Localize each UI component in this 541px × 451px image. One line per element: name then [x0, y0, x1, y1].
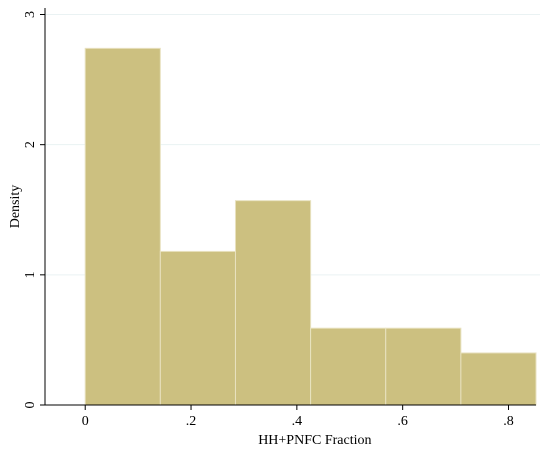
x-tick-label-.4: .4	[292, 414, 303, 429]
y-axis-ticks: 0 1 2 3	[23, 11, 45, 409]
x-tick-label-.8: .8	[503, 414, 514, 429]
y-tick-label-1: 1	[23, 271, 38, 278]
y-tick-label-3: 3	[23, 11, 38, 18]
histogram-bar-3	[234, 200, 312, 406]
axes	[44, 8, 536, 406]
x-axis-title: HH+PNFC Fraction	[258, 433, 371, 448]
x-tick-label-.6: .6	[397, 414, 408, 429]
histogram-bar-1	[84, 47, 161, 406]
y-tick-label-2: 2	[23, 141, 38, 148]
histogram-bar-2	[159, 250, 236, 406]
histogram-bars	[84, 47, 537, 406]
y-axis-title: Density	[8, 185, 23, 229]
x-tick-label-.2: .2	[186, 414, 197, 429]
histogram-bar-5	[385, 327, 462, 406]
y-tick-label-0: 0	[23, 402, 38, 409]
histogram-bar-4	[310, 327, 387, 406]
histogram-bar-6	[460, 352, 537, 406]
x-tick-label-0: 0	[82, 414, 89, 429]
x-axis-ticks: 0 .2 .4 .6 .8	[82, 405, 514, 429]
